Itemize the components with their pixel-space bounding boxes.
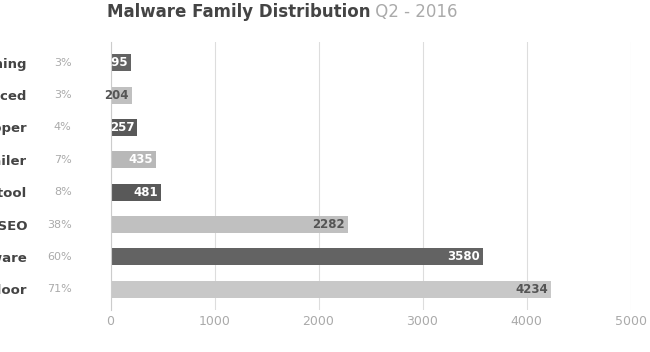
Text: 3%: 3%	[54, 90, 72, 100]
Bar	[111, 151, 156, 168]
Text: 4%: 4%	[54, 122, 72, 132]
Text: 7%: 7%	[54, 155, 72, 165]
Text: 257: 257	[110, 121, 135, 134]
Text: 435: 435	[129, 153, 153, 166]
Text: 481: 481	[133, 186, 158, 199]
Bar	[111, 249, 483, 265]
Text: 4234: 4234	[515, 283, 548, 296]
Text: 60%: 60%	[47, 252, 72, 262]
Text: 3%: 3%	[54, 58, 72, 68]
Bar	[111, 184, 161, 201]
Bar	[111, 216, 348, 233]
Text: 71%: 71%	[47, 284, 72, 294]
Text: 8%: 8%	[54, 187, 72, 197]
Bar	[111, 55, 131, 71]
Text: 195: 195	[103, 56, 128, 69]
Bar	[111, 281, 551, 297]
Text: 3580: 3580	[447, 250, 480, 263]
Text: 204: 204	[105, 89, 129, 102]
Text: Q2 - 2016: Q2 - 2016	[370, 3, 458, 21]
Bar	[111, 119, 137, 136]
Text: Malware Family Distribution: Malware Family Distribution	[107, 3, 370, 21]
Text: 38%: 38%	[47, 220, 72, 230]
Bar	[111, 87, 132, 103]
Text: 2282: 2282	[313, 218, 345, 231]
